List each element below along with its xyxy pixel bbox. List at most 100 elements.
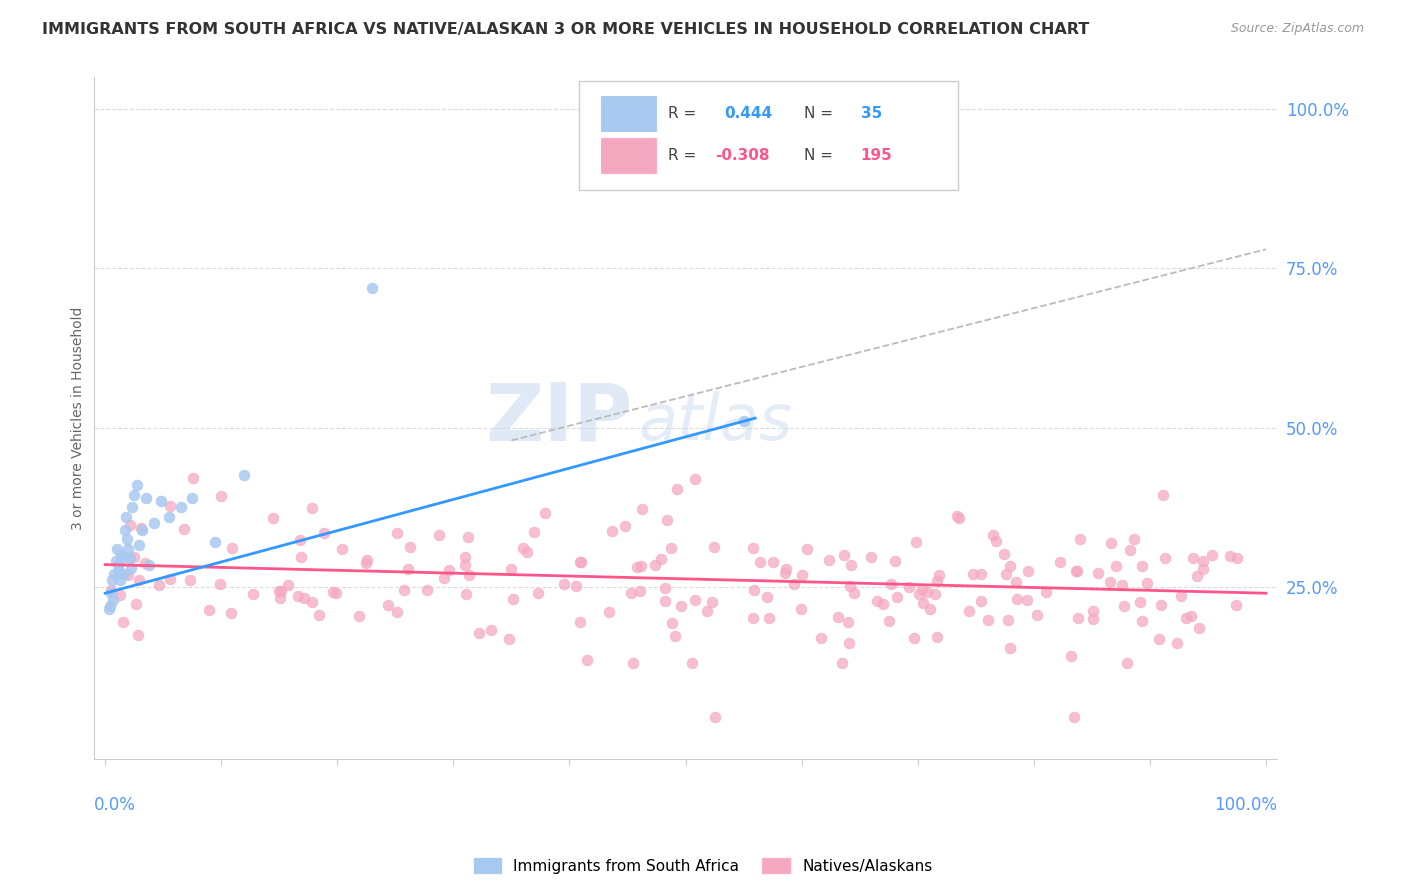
Point: [755, 590, 778, 604]
Point: [948, 511, 970, 525]
Text: Source: ZipAtlas.com: Source: ZipAtlas.com: [1230, 22, 1364, 36]
Point: [501, 561, 523, 575]
Point: [1191, 554, 1213, 568]
Point: [142, 516, 165, 531]
Point: [527, 585, 550, 599]
Point: [1118, 542, 1140, 557]
Point: [138, 558, 160, 572]
Point: [322, 584, 344, 599]
Point: [498, 632, 520, 646]
Point: [149, 494, 172, 508]
FancyBboxPatch shape: [579, 81, 957, 190]
Point: [984, 533, 1007, 548]
Point: [925, 631, 948, 645]
Point: [911, 596, 934, 610]
Point: [568, 615, 591, 630]
Point: [703, 710, 725, 724]
Point: [600, 524, 623, 538]
Point: [385, 525, 408, 540]
Point: [433, 571, 456, 585]
Point: [269, 583, 291, 598]
Point: [628, 584, 651, 599]
Point: [325, 586, 347, 600]
Point: [994, 567, 1017, 582]
Point: [758, 611, 780, 625]
Point: [512, 541, 534, 555]
Point: [796, 541, 818, 556]
Point: [1060, 649, 1083, 664]
Point: [454, 550, 477, 565]
Point: [204, 535, 226, 549]
Point: [1219, 549, 1241, 563]
Point: [128, 539, 150, 553]
Point: [783, 577, 806, 591]
Point: [97, 602, 120, 616]
Point: [749, 555, 772, 569]
Point: [837, 615, 859, 629]
Point: [290, 533, 312, 548]
Point: [125, 478, 148, 492]
Point: [1149, 632, 1171, 646]
Point: [301, 501, 323, 516]
Point: [110, 588, 132, 602]
Point: [657, 513, 679, 527]
Point: [385, 606, 408, 620]
Point: [502, 592, 524, 607]
Point: [115, 532, 138, 546]
Point: [308, 607, 330, 622]
Point: [1087, 566, 1109, 580]
Point: [457, 530, 479, 544]
FancyBboxPatch shape: [602, 138, 657, 173]
Point: [925, 574, 948, 589]
Point: [1005, 574, 1028, 589]
Point: [1225, 598, 1247, 612]
Text: IMMIGRANTS FROM SOUTH AFRICA VS NATIVE/ALASKAN 3 OR MORE VEHICLES IN HOUSEHOLD C: IMMIGRANTS FROM SOUTH AFRICA VS NATIVE/A…: [42, 22, 1090, 37]
Point: [392, 583, 415, 598]
Point: [654, 594, 676, 608]
Point: [127, 627, 149, 641]
Text: R =: R =: [668, 148, 702, 163]
Point: [1188, 621, 1211, 635]
Point: [1191, 562, 1213, 576]
Point: [1226, 551, 1249, 566]
Point: [565, 579, 588, 593]
Point: [742, 582, 765, 597]
Point: [620, 586, 643, 600]
Point: [197, 603, 219, 617]
Point: [1017, 593, 1039, 607]
Point: [839, 558, 862, 573]
Point: [208, 577, 231, 591]
Point: [911, 582, 934, 597]
Point: [928, 568, 950, 582]
Point: [1185, 569, 1208, 583]
Point: [468, 626, 491, 640]
Point: [179, 573, 201, 587]
Point: [111, 615, 134, 629]
Point: [977, 613, 1000, 627]
Point: [1122, 532, 1144, 546]
Point: [131, 520, 153, 534]
Point: [1112, 599, 1135, 613]
Point: [103, 567, 125, 582]
Point: [173, 522, 195, 536]
Point: [792, 567, 814, 582]
Point: [159, 499, 181, 513]
Point: [775, 562, 797, 576]
Point: [810, 631, 832, 645]
Point: [112, 567, 135, 582]
Point: [993, 548, 1015, 562]
Point: [269, 591, 291, 605]
Point: [181, 471, 204, 485]
Point: [681, 657, 703, 671]
Point: [839, 579, 862, 593]
Point: [117, 568, 139, 582]
Point: [115, 509, 138, 524]
Point: [659, 541, 682, 555]
Point: [377, 598, 399, 612]
Point: [1105, 558, 1128, 573]
Point: [631, 501, 654, 516]
Point: [1069, 532, 1091, 546]
Point: [568, 555, 591, 569]
Point: [121, 500, 143, 515]
Point: [860, 550, 883, 565]
